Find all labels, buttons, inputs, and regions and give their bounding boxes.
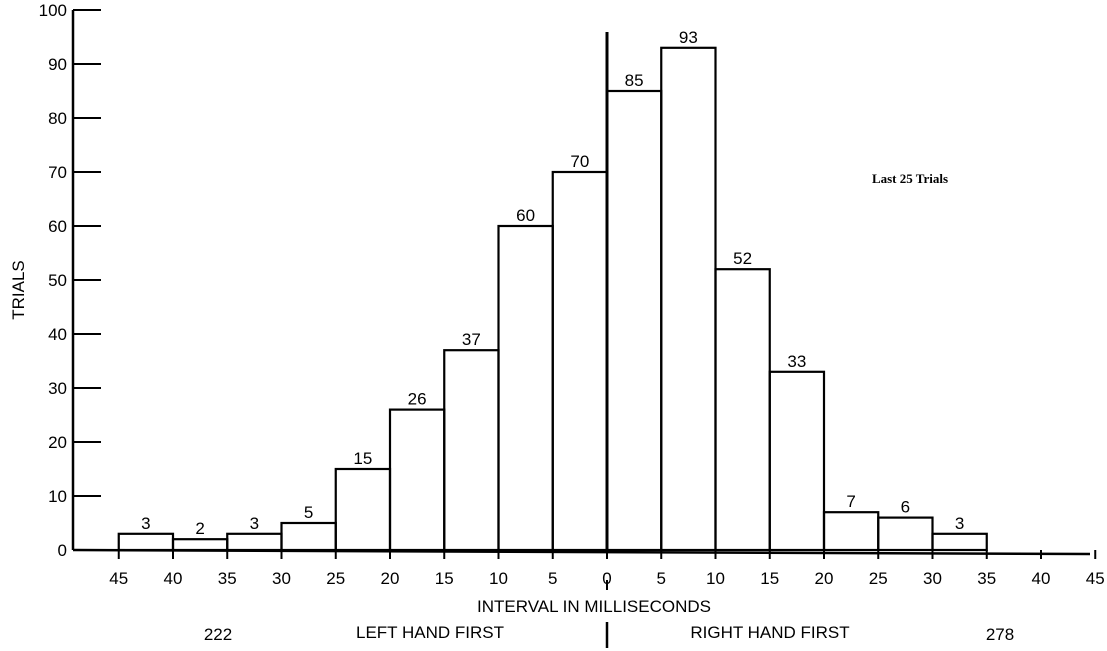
bar-value-label: 6 (901, 498, 910, 517)
y-tick-label: 20 (48, 433, 67, 452)
x-tick-label: 0 (602, 569, 611, 588)
x-tick-label: 45 (1086, 569, 1105, 588)
histogram-bar (280, 521, 337, 552)
histogram-bar (497, 224, 554, 552)
x-tick-label: 5 (548, 569, 557, 588)
x-tick-label: 40 (1032, 569, 1051, 588)
x-tick-label: 20 (815, 569, 834, 588)
histogram-steps (117, 46, 988, 552)
y-tick-label: 100 (39, 1, 67, 20)
histogram-bar (931, 532, 988, 552)
x-tick-label: 35 (977, 569, 996, 588)
y-tick-label: 50 (48, 271, 67, 290)
bar-value-label: 52 (733, 249, 752, 268)
x-tick-label: 15 (760, 569, 779, 588)
y-tick-label: 70 (48, 163, 67, 182)
x-tick-label: 20 (381, 569, 400, 588)
y-axis-title: TRIALS (9, 260, 28, 320)
last-25-trials-annotation: Last 25 Trials (872, 171, 948, 186)
bar-value-label: 5 (304, 503, 313, 522)
bar-value-label: 2 (195, 519, 204, 538)
bar-value-label: 26 (408, 390, 427, 409)
histogram-bar (822, 511, 880, 552)
bar-value-label: 3 (955, 514, 964, 533)
x-tick-label: 30 (923, 569, 942, 588)
bar-value-label: 3 (141, 514, 150, 533)
bar-value-label: 33 (787, 352, 806, 371)
left-total-label: 222 (204, 625, 232, 644)
histogram-bar (877, 516, 934, 552)
bar-value-label: 85 (625, 71, 644, 90)
x-tick-label: 40 (164, 569, 183, 588)
left-hand-first-label: LEFT HAND FIRST (356, 623, 504, 642)
y-tick-label: 60 (48, 217, 67, 236)
y-axis: 0 10 20 30 40 50 60 70 80 90 100 (39, 1, 101, 560)
histogram-bar (388, 408, 446, 552)
histogram-bar (226, 532, 283, 552)
histogram-bar (605, 89, 663, 552)
histogram-bar (660, 46, 717, 552)
bar-value-labels: 3 2 3 5 15 26 37 60 70 85 93 52 33 7 6 3 (141, 28, 964, 538)
x-tick-label: 30 (272, 569, 291, 588)
right-hand-first-label: RIGHT HAND FIRST (690, 623, 849, 642)
x-tick-label: 10 (706, 569, 725, 588)
x-tick-label: 5 (657, 569, 666, 588)
x-tick-label: 15 (435, 569, 454, 588)
histogram-bar (443, 349, 500, 552)
histogram-bar (171, 538, 229, 552)
x-tick-label: 45 (109, 569, 128, 588)
y-tick-label: 30 (48, 379, 67, 398)
histogram-bar (334, 467, 392, 552)
y-tick-label: 90 (48, 55, 67, 74)
x-tick-label: 35 (218, 569, 237, 588)
histogram-bar (768, 370, 826, 552)
y-tick-label: 0 (58, 541, 67, 560)
histogram-bar (117, 532, 175, 552)
bar-value-label: 70 (570, 152, 589, 171)
bar-value-label: 7 (846, 492, 855, 511)
right-total-label: 278 (986, 625, 1014, 644)
x-tick-label: 25 (326, 569, 345, 588)
bar-value-label: 93 (679, 28, 698, 47)
bar-value-label: 37 (462, 330, 481, 349)
bar-value-label: 15 (353, 449, 372, 468)
x-axis: 45 40 35 30 25 20 15 10 5 0 5 10 15 20 25 30 35 40 45 (72, 32, 1105, 648)
y-tick-label: 10 (48, 487, 67, 506)
bar-value-label: 60 (516, 206, 535, 225)
y-tick-label: 40 (48, 325, 67, 344)
x-tick-label: 10 (489, 569, 508, 588)
y-tick-label: 80 (48, 109, 67, 128)
x-tick-label: 25 (869, 569, 888, 588)
x-axis-title: INTERVAL IN MILLISECONDS (477, 597, 711, 616)
histogram-bar (714, 268, 771, 552)
histogram-bar (551, 170, 609, 552)
bar-value-label: 3 (250, 514, 259, 533)
